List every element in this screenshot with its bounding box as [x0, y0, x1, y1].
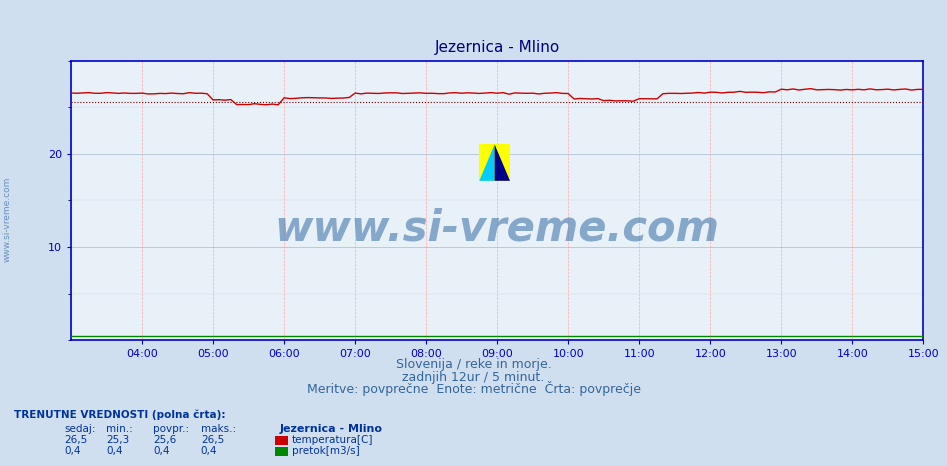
Text: www.si-vreme.com: www.si-vreme.com	[275, 207, 720, 249]
Polygon shape	[479, 144, 494, 181]
Text: 0,4: 0,4	[153, 446, 170, 456]
Text: 25,3: 25,3	[106, 435, 130, 445]
Text: Slovenija / reke in morje.: Slovenija / reke in morje.	[396, 358, 551, 371]
Text: min.:: min.:	[106, 425, 133, 434]
Text: povpr.:: povpr.:	[153, 425, 189, 434]
Text: temperatura[C]: temperatura[C]	[292, 435, 373, 445]
Text: 26,5: 26,5	[201, 435, 224, 445]
Text: 26,5: 26,5	[64, 435, 88, 445]
Text: Meritve: povprečne  Enote: metrične  Črta: povprečje: Meritve: povprečne Enote: metrične Črta:…	[307, 381, 640, 396]
Text: maks.:: maks.:	[201, 425, 236, 434]
Text: 0,4: 0,4	[106, 446, 122, 456]
Text: sedaj:: sedaj:	[64, 425, 96, 434]
FancyBboxPatch shape	[479, 144, 509, 181]
Text: 0,4: 0,4	[64, 446, 80, 456]
Title: Jezernica - Mlino: Jezernica - Mlino	[435, 40, 560, 55]
Text: TRENUTNE VREDNOSTI (polna črta):: TRENUTNE VREDNOSTI (polna črta):	[14, 410, 225, 420]
Text: pretok[m3/s]: pretok[m3/s]	[292, 446, 360, 456]
Text: 25,6: 25,6	[153, 435, 177, 445]
Polygon shape	[494, 144, 509, 181]
Text: www.si-vreme.com: www.si-vreme.com	[3, 176, 12, 262]
Text: zadnjih 12ur / 5 minut.: zadnjih 12ur / 5 minut.	[402, 371, 545, 384]
Text: 0,4: 0,4	[201, 446, 217, 456]
Text: Jezernica - Mlino: Jezernica - Mlino	[279, 425, 383, 434]
